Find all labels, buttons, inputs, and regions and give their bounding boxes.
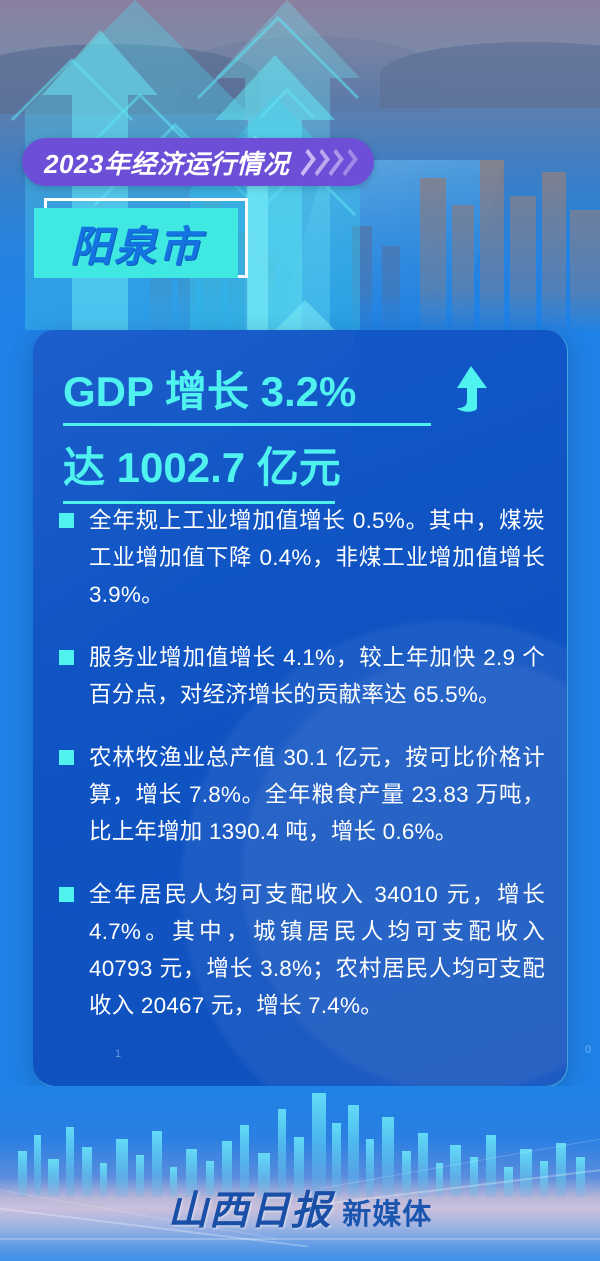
list-item: 农林牧渔业总产值 30.1 亿元，按可比价格计算，增长 7.8%。全年粮食产量 … (59, 739, 545, 850)
skyline-building (366, 1139, 374, 1197)
city-name-banner: 阳泉市 (34, 208, 238, 278)
skyline-building (82, 1147, 92, 1197)
skyline-building (186, 1149, 197, 1197)
bullet-square-icon (59, 887, 74, 902)
statistics-card: GDP 增长 3.2% 达 1002.7 亿元 全年规上工业增加值增长 0.5%… (33, 330, 568, 1087)
skyline-building (418, 1133, 428, 1197)
arrow-up-icon (445, 360, 489, 419)
skyline-building (402, 1151, 411, 1197)
bullet-square-icon (59, 750, 74, 765)
list-item: 全年居民人均可支配收入 34010 元，增长 4.7%。其中，城镇居民人均可支配… (59, 876, 545, 1024)
decorative-speck: 1 (115, 1048, 122, 1060)
bullet-square-icon (59, 650, 74, 665)
skyline-building (18, 1151, 27, 1197)
list-item: 服务业增加值增长 4.1%，较上年加快 2.9 个百分点，对经济增长的贡献率达 … (59, 639, 545, 713)
skyline-building (152, 1131, 162, 1197)
badge-label: 2023年经济运行情况 (44, 148, 290, 179)
publisher-logo: 山西日报 新媒体 (0, 1178, 600, 1236)
gdp-headline-line2: 达 1002.7 亿元 (63, 444, 341, 491)
skyline-building (34, 1135, 41, 1197)
statistics-bullet-list: 全年规上工业增加值增长 0.5%。其中，煤炭工业增加值下降 0.4%，非煤工业增… (59, 502, 545, 1050)
headline-underline (63, 501, 335, 504)
footer-skyline-banner (0, 1086, 600, 1261)
bullet-text: 农林牧渔业总产值 30.1 亿元，按可比价格计算，增长 7.8%。全年粮食产量 … (89, 745, 545, 844)
skyline-building (100, 1163, 107, 1197)
skyline-building (540, 1161, 548, 1197)
city-name-label: 阳泉市 (69, 222, 202, 270)
skyline-building (470, 1157, 478, 1197)
skyline-building (136, 1155, 144, 1197)
bullet-square-icon (59, 513, 74, 528)
gdp-headline-line1: GDP 增长 3.2% (63, 368, 357, 415)
gdp-headline: GDP 增长 3.2% 达 1002.7 亿元 (63, 358, 537, 504)
chevron-right-icon (295, 148, 359, 176)
skyline-building (48, 1159, 59, 1197)
skyline-building (222, 1141, 232, 1197)
skyline-building (486, 1135, 496, 1197)
skyline-building (520, 1149, 532, 1197)
skyline-building (278, 1109, 286, 1197)
list-item: 全年规上工业增加值增长 0.5%。其中，煤炭工业增加值下降 0.4%，非煤工业增… (59, 502, 545, 613)
skyline-building (348, 1105, 359, 1197)
bullet-text: 服务业增加值增长 4.1%，较上年加快 2.9 个百分点，对经济增长的贡献率达 … (89, 645, 545, 707)
light-ray (0, 1238, 600, 1240)
year-topic-badge[interactable]: 2023年经济运行情况 (22, 138, 375, 186)
skyline-building (294, 1137, 304, 1197)
skyline-building (332, 1123, 341, 1197)
brand-calligraphy-label: 山西日报 (167, 1188, 332, 1233)
skyline-building (170, 1167, 177, 1197)
brand-sub-label: 新媒体 (342, 1199, 433, 1231)
skyline-building (240, 1125, 249, 1197)
bullet-text: 全年规上工业增加值增长 0.5%。其中，煤炭工业增加值下降 0.4%，非煤工业增… (89, 508, 545, 607)
skyline-building (258, 1153, 270, 1197)
decorative-speck: 0 (585, 1044, 592, 1056)
headline-underline (63, 423, 431, 426)
skyline-building (556, 1143, 566, 1197)
skyline-building (382, 1117, 394, 1197)
skyline-building (312, 1093, 326, 1197)
bullet-text: 全年居民人均可支配收入 34010 元，增长 4.7%。其中，城镇居民人均可支配… (89, 882, 545, 1018)
skyline-building (504, 1167, 513, 1197)
skyline-building (116, 1139, 128, 1197)
skyline-building (576, 1157, 585, 1197)
skyline-building (206, 1161, 214, 1197)
skyline-building (436, 1163, 443, 1197)
skyline-building (450, 1145, 461, 1197)
skyline-building (66, 1127, 74, 1197)
